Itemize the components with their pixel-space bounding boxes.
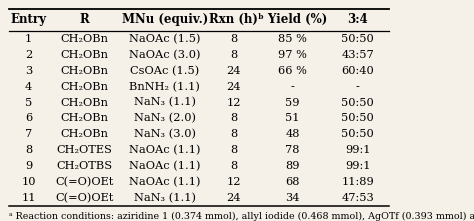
Text: 10: 10: [21, 177, 36, 187]
Text: 5: 5: [25, 97, 32, 108]
Text: 24: 24: [226, 82, 241, 92]
Text: ᵇ Yield (%): ᵇ Yield (%): [258, 13, 328, 26]
Text: ᵃ Reaction conditions: aziridine 1 (0.374 mmol), allyl iodide (0.468 mmol), AgOT: ᵃ Reaction conditions: aziridine 1 (0.37…: [9, 211, 474, 221]
Text: CH₂OBn: CH₂OBn: [60, 50, 108, 60]
Text: CH₂OBn: CH₂OBn: [60, 66, 108, 76]
Text: 34: 34: [285, 193, 300, 203]
Text: 47:53: 47:53: [341, 193, 374, 203]
Text: C(=O)OEt: C(=O)OEt: [55, 193, 113, 203]
Text: 97 %: 97 %: [278, 50, 307, 60]
Text: 7: 7: [25, 129, 32, 139]
Text: CH₂OBn: CH₂OBn: [60, 97, 108, 108]
Text: 8: 8: [230, 145, 237, 155]
Text: 85 %: 85 %: [278, 34, 307, 44]
Text: NaN₃ (2.0): NaN₃ (2.0): [134, 113, 196, 124]
Text: 8: 8: [230, 161, 237, 171]
Text: 3: 3: [25, 66, 32, 76]
Text: 4: 4: [25, 82, 32, 92]
Text: CH₂OTBS: CH₂OTBS: [56, 161, 112, 171]
Text: 43:57: 43:57: [341, 50, 374, 60]
Text: CsOAc (1.5): CsOAc (1.5): [130, 66, 200, 76]
Text: 99:1: 99:1: [345, 161, 371, 171]
Text: 9: 9: [25, 161, 32, 171]
Text: MNu (equiv.): MNu (equiv.): [122, 13, 208, 26]
Text: 8: 8: [230, 113, 237, 124]
Text: 66 %: 66 %: [278, 66, 307, 76]
Text: 51: 51: [285, 113, 300, 124]
Text: 24: 24: [226, 193, 241, 203]
Text: BnNH₂ (1.1): BnNH₂ (1.1): [129, 82, 200, 92]
Text: 50:50: 50:50: [341, 129, 374, 139]
Text: NaN₃ (3.0): NaN₃ (3.0): [134, 129, 196, 139]
Text: 11:89: 11:89: [341, 177, 374, 187]
Text: 8: 8: [25, 145, 32, 155]
Text: NaN₃ (1.1): NaN₃ (1.1): [134, 97, 196, 108]
Text: 24: 24: [226, 66, 241, 76]
Text: NaOAc (3.0): NaOAc (3.0): [129, 50, 201, 60]
Text: 6: 6: [25, 113, 32, 124]
Text: 68: 68: [285, 177, 300, 187]
Text: Rxn (h): Rxn (h): [209, 13, 258, 26]
Text: CH₂OBn: CH₂OBn: [60, 34, 108, 44]
Text: NaN₃ (1.1): NaN₃ (1.1): [134, 193, 196, 203]
Text: 50:50: 50:50: [341, 113, 374, 124]
Text: 8: 8: [230, 129, 237, 139]
Text: 60:40: 60:40: [341, 66, 374, 76]
Text: NaOAc (1.1): NaOAc (1.1): [129, 161, 201, 171]
Text: 59: 59: [285, 97, 300, 108]
Text: -: -: [356, 82, 360, 92]
Text: -: -: [291, 82, 295, 92]
Text: 12: 12: [226, 177, 241, 187]
Text: 48: 48: [285, 129, 300, 139]
Text: 89: 89: [285, 161, 300, 171]
Text: Entry: Entry: [10, 13, 46, 26]
Text: 1: 1: [25, 34, 32, 44]
Text: 78: 78: [285, 145, 300, 155]
Text: NaOAc (1.1): NaOAc (1.1): [129, 145, 201, 155]
Text: 12: 12: [226, 97, 241, 108]
Text: R: R: [79, 13, 89, 26]
Text: 3:4: 3:4: [347, 13, 368, 26]
Text: CH₂OBn: CH₂OBn: [60, 129, 108, 139]
Text: 11: 11: [21, 193, 36, 203]
Text: 50:50: 50:50: [341, 34, 374, 44]
Text: NaOAc (1.5): NaOAc (1.5): [129, 34, 201, 44]
Text: CH₂OBn: CH₂OBn: [60, 82, 108, 92]
Text: 50:50: 50:50: [341, 97, 374, 108]
Text: 8: 8: [230, 34, 237, 44]
Text: 99:1: 99:1: [345, 145, 371, 155]
Text: 8: 8: [230, 50, 237, 60]
Text: CH₂OTES: CH₂OTES: [56, 145, 112, 155]
Text: 2: 2: [25, 50, 32, 60]
Text: C(=O)OEt: C(=O)OEt: [55, 177, 113, 187]
Text: NaOAc (1.1): NaOAc (1.1): [129, 177, 201, 187]
Text: CH₂OBn: CH₂OBn: [60, 113, 108, 124]
